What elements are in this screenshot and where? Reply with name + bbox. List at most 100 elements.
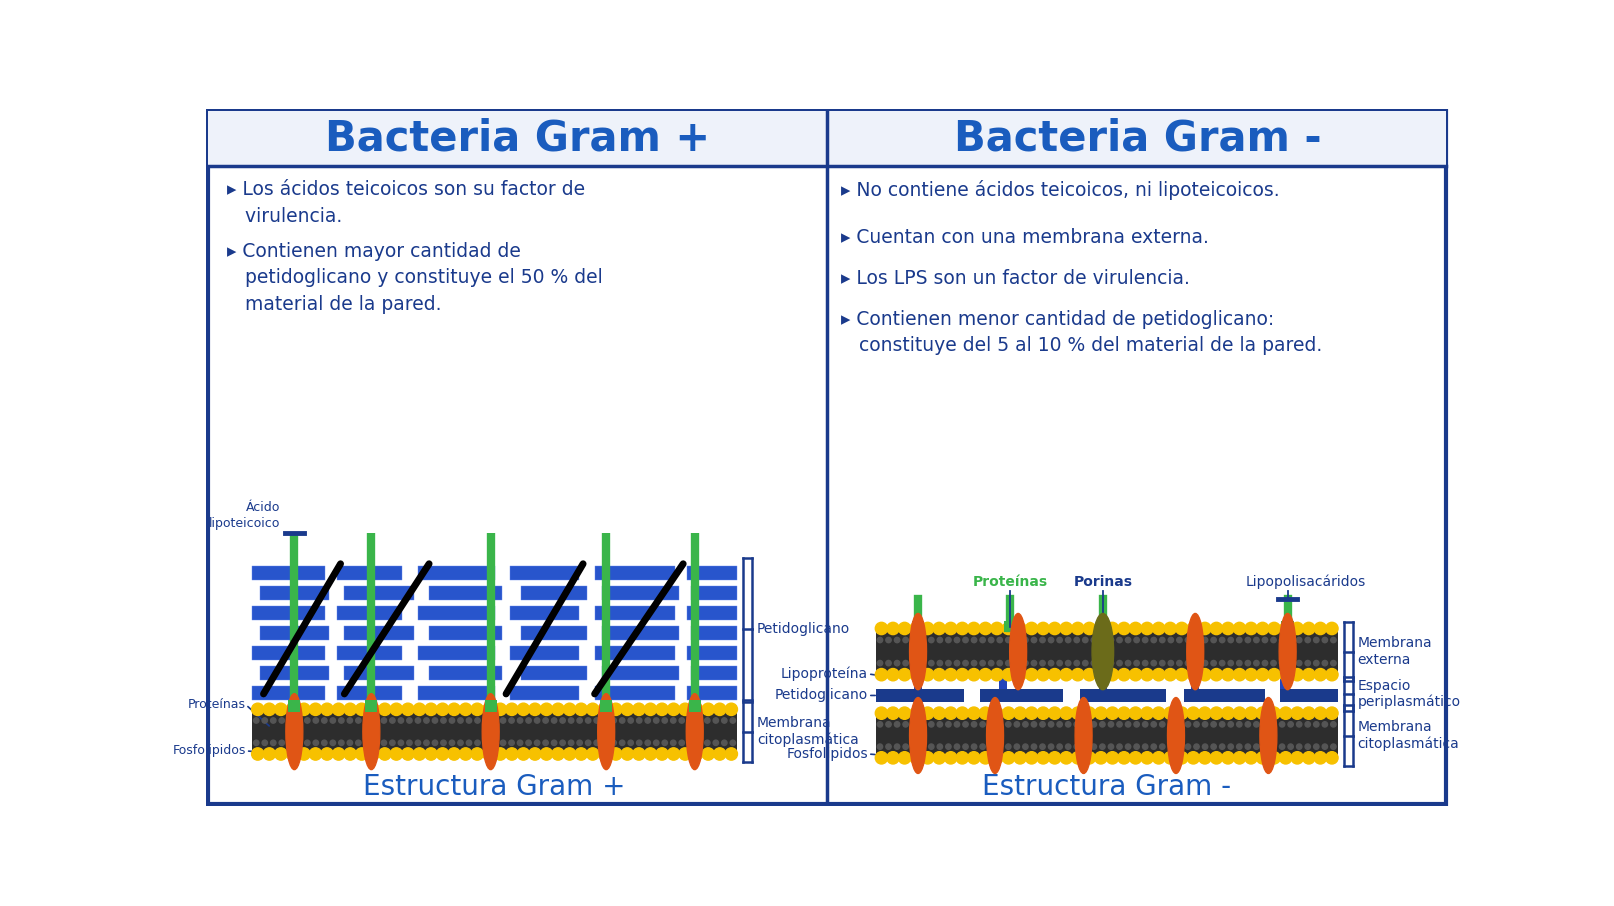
Circle shape	[1049, 744, 1054, 749]
Circle shape	[1199, 752, 1210, 764]
Circle shape	[1269, 752, 1280, 764]
Circle shape	[1135, 660, 1139, 666]
Circle shape	[516, 747, 529, 760]
Circle shape	[263, 703, 276, 716]
Bar	[510, 566, 579, 580]
Circle shape	[886, 622, 899, 634]
Bar	[602, 586, 679, 600]
Circle shape	[875, 752, 888, 764]
Circle shape	[902, 637, 909, 642]
Circle shape	[1256, 752, 1269, 764]
Circle shape	[494, 703, 507, 716]
Bar	[208, 111, 828, 167]
Ellipse shape	[1186, 613, 1204, 689]
Text: Lipoproteína: Lipoproteína	[781, 667, 868, 681]
Circle shape	[1194, 660, 1199, 666]
Circle shape	[1141, 669, 1154, 680]
Text: Membrana
citoplasmática: Membrana citoplasmática	[1357, 720, 1459, 751]
Bar	[914, 672, 922, 689]
Ellipse shape	[910, 698, 926, 774]
Circle shape	[1119, 707, 1130, 719]
Circle shape	[1325, 752, 1338, 764]
Text: Fosfolipidos: Fosfolipidos	[173, 745, 245, 757]
Circle shape	[379, 747, 391, 760]
Circle shape	[1073, 637, 1080, 642]
Circle shape	[1164, 707, 1177, 719]
Circle shape	[938, 722, 943, 727]
Circle shape	[633, 703, 646, 716]
Circle shape	[1228, 722, 1233, 727]
Text: Bacteria Gram +: Bacteria Gram +	[324, 118, 710, 159]
Circle shape	[612, 718, 617, 723]
Circle shape	[702, 747, 715, 760]
Circle shape	[668, 747, 679, 760]
Bar	[1280, 689, 1338, 702]
Circle shape	[912, 660, 917, 666]
Ellipse shape	[1010, 613, 1027, 689]
Circle shape	[878, 722, 883, 727]
Circle shape	[552, 718, 557, 723]
Circle shape	[980, 752, 991, 764]
Circle shape	[373, 740, 378, 746]
Circle shape	[563, 747, 576, 760]
Circle shape	[1002, 622, 1015, 634]
Bar	[510, 686, 579, 700]
Circle shape	[910, 752, 922, 764]
Circle shape	[1202, 660, 1207, 666]
Circle shape	[483, 747, 495, 760]
Circle shape	[1060, 707, 1072, 719]
Text: Fosfolipidos: Fosfolipidos	[786, 747, 868, 761]
Circle shape	[1244, 744, 1251, 749]
Circle shape	[705, 740, 710, 746]
Circle shape	[1291, 669, 1304, 680]
Circle shape	[541, 747, 552, 760]
Ellipse shape	[1167, 698, 1185, 774]
Circle shape	[1031, 722, 1036, 727]
Circle shape	[526, 718, 531, 723]
Circle shape	[1023, 660, 1028, 666]
Circle shape	[508, 718, 515, 723]
Circle shape	[1330, 660, 1336, 666]
Circle shape	[492, 740, 497, 746]
Circle shape	[441, 740, 445, 746]
Circle shape	[1296, 744, 1302, 749]
Text: Membrana
citoplasmática: Membrana citoplasmática	[757, 717, 859, 747]
Circle shape	[599, 747, 610, 760]
Circle shape	[366, 747, 379, 760]
Circle shape	[1159, 637, 1165, 642]
Circle shape	[954, 744, 960, 749]
Circle shape	[1228, 744, 1233, 749]
Circle shape	[1233, 669, 1246, 680]
Circle shape	[964, 744, 968, 749]
Circle shape	[721, 740, 726, 746]
Circle shape	[344, 703, 357, 716]
Circle shape	[475, 740, 481, 746]
Circle shape	[355, 703, 368, 716]
Circle shape	[955, 707, 968, 719]
Bar	[688, 606, 738, 620]
Ellipse shape	[986, 698, 1004, 774]
Circle shape	[391, 703, 402, 716]
Circle shape	[1236, 660, 1243, 666]
Circle shape	[1014, 622, 1027, 634]
Text: Ácido
lipoteicoico: Ácido lipoteicoico	[210, 501, 281, 530]
Circle shape	[299, 747, 310, 760]
Circle shape	[1288, 637, 1293, 642]
Circle shape	[662, 740, 668, 746]
Circle shape	[1049, 622, 1060, 634]
Circle shape	[449, 740, 455, 746]
Circle shape	[1060, 669, 1072, 680]
Circle shape	[1091, 637, 1096, 642]
Circle shape	[424, 740, 429, 746]
Bar	[691, 626, 738, 640]
Circle shape	[646, 740, 650, 746]
Circle shape	[644, 703, 657, 716]
Circle shape	[373, 718, 378, 723]
Circle shape	[620, 718, 625, 723]
Bar	[912, 621, 925, 631]
Circle shape	[1302, 752, 1315, 764]
Circle shape	[1143, 660, 1148, 666]
Circle shape	[910, 707, 922, 719]
Circle shape	[253, 718, 258, 723]
Circle shape	[602, 718, 608, 723]
